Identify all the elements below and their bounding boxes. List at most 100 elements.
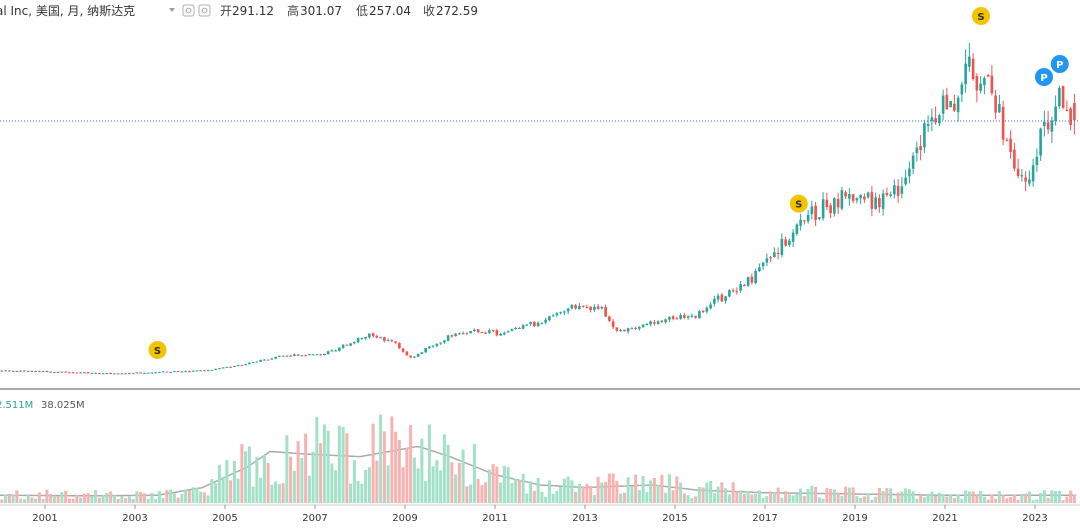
volume-legend-value-2: 38.025M <box>41 400 85 411</box>
volume-bar <box>1039 492 1043 503</box>
candle-body <box>428 346 431 349</box>
candle-body <box>41 371 45 373</box>
volume-bar <box>360 483 364 503</box>
volume-bar <box>596 476 600 503</box>
volume-bar <box>1061 500 1065 503</box>
volume-bar <box>255 456 259 503</box>
volume-bar <box>626 477 630 503</box>
time-axis[interactable]: 2001 2003 2005 2007 2009 2011 2013 2015 2017 2019… <box>32 505 1048 524</box>
candle-body <box>300 355 304 357</box>
volume-bar <box>619 493 623 503</box>
candle-body <box>49 371 52 373</box>
volume-bar <box>94 490 98 503</box>
volume-bar <box>540 491 544 503</box>
volume-bar <box>379 414 383 503</box>
volume-bar <box>592 494 596 503</box>
candle-body <box>439 342 442 344</box>
volume-bar <box>952 498 956 503</box>
candle-body <box>469 331 472 334</box>
volume-bar <box>686 495 690 503</box>
volume-bar <box>214 483 218 503</box>
volume-bar <box>420 438 424 503</box>
volume-bar <box>337 425 341 503</box>
volume-bar <box>109 491 113 503</box>
volume-bar <box>937 492 941 503</box>
candle-body <box>698 311 701 319</box>
volume-bar <box>919 495 923 503</box>
candle-body <box>420 352 424 355</box>
volume-bar <box>15 490 19 503</box>
candle-body <box>128 373 131 375</box>
ohlc-open-value: 291.12 <box>232 4 274 18</box>
volume-bar <box>641 475 645 503</box>
chevron-down-icon[interactable] <box>169 8 175 12</box>
candle-body <box>773 252 776 258</box>
candle-body <box>536 322 540 327</box>
candle-body <box>1013 149 1016 169</box>
candle-body <box>124 373 127 375</box>
candle-body <box>1050 120 1054 132</box>
candle-body <box>645 324 649 326</box>
candle-body <box>150 372 154 374</box>
volume-bar <box>607 473 611 503</box>
candle-body <box>364 336 367 339</box>
candle-body <box>304 355 307 357</box>
candle-body <box>169 372 172 374</box>
volume-bar <box>409 424 413 503</box>
candle-body <box>544 319 547 323</box>
volume-bar <box>34 498 38 503</box>
ohlc-close-value: 272.59 <box>436 4 478 18</box>
time-axis-label: 2001 <box>32 513 57 524</box>
volume-bar <box>270 484 274 503</box>
candle-body <box>581 305 585 307</box>
candle-body <box>750 276 754 283</box>
volume-bar <box>705 482 709 503</box>
volume-bar <box>127 496 131 503</box>
candle-body <box>154 372 157 374</box>
volume-bar <box>157 491 161 503</box>
candle-body <box>270 358 274 360</box>
volume-bar <box>889 488 893 503</box>
volume-bar <box>371 423 375 503</box>
candle-body <box>878 197 881 208</box>
volume-bar <box>142 493 146 503</box>
volume-bar <box>911 491 915 503</box>
candle-body <box>131 373 135 375</box>
volume-bar <box>982 496 986 503</box>
candle-body <box>1073 103 1076 121</box>
time-axis-label: 2017 <box>752 513 777 524</box>
volume-bars-layer <box>0 414 1076 503</box>
candle-body <box>353 341 356 344</box>
volume-bar <box>60 492 64 503</box>
candle-body <box>86 372 90 374</box>
candle-body <box>529 322 532 325</box>
volume-bar <box>1005 498 1009 503</box>
candle-body <box>758 267 761 272</box>
volume-bar <box>334 470 338 503</box>
candle-body <box>461 333 465 335</box>
candle-body <box>671 316 675 319</box>
candle-body <box>641 324 645 328</box>
volume-bar <box>604 481 608 503</box>
candle-body <box>630 328 634 330</box>
volume-bar <box>502 465 506 503</box>
volume-bar <box>0 499 4 503</box>
volume-bar <box>1050 490 1054 503</box>
volume-bar <box>476 478 480 503</box>
candle-body <box>844 192 847 197</box>
volume-bar <box>172 493 176 503</box>
volume-bar <box>664 492 668 503</box>
eye-icon[interactable] <box>182 4 195 17</box>
candle-body <box>165 371 169 373</box>
volume-bar <box>191 487 195 503</box>
volume-bar <box>30 497 34 503</box>
candle-body <box>1065 109 1069 111</box>
candle-body <box>173 371 176 373</box>
volume-bar <box>79 497 83 503</box>
candle-body <box>221 367 225 369</box>
settings-icon[interactable] <box>198 4 211 17</box>
candle-body <box>518 327 521 329</box>
volume-bar <box>1024 493 1028 503</box>
volume-bar <box>1031 500 1035 503</box>
volume-bar <box>251 486 255 503</box>
